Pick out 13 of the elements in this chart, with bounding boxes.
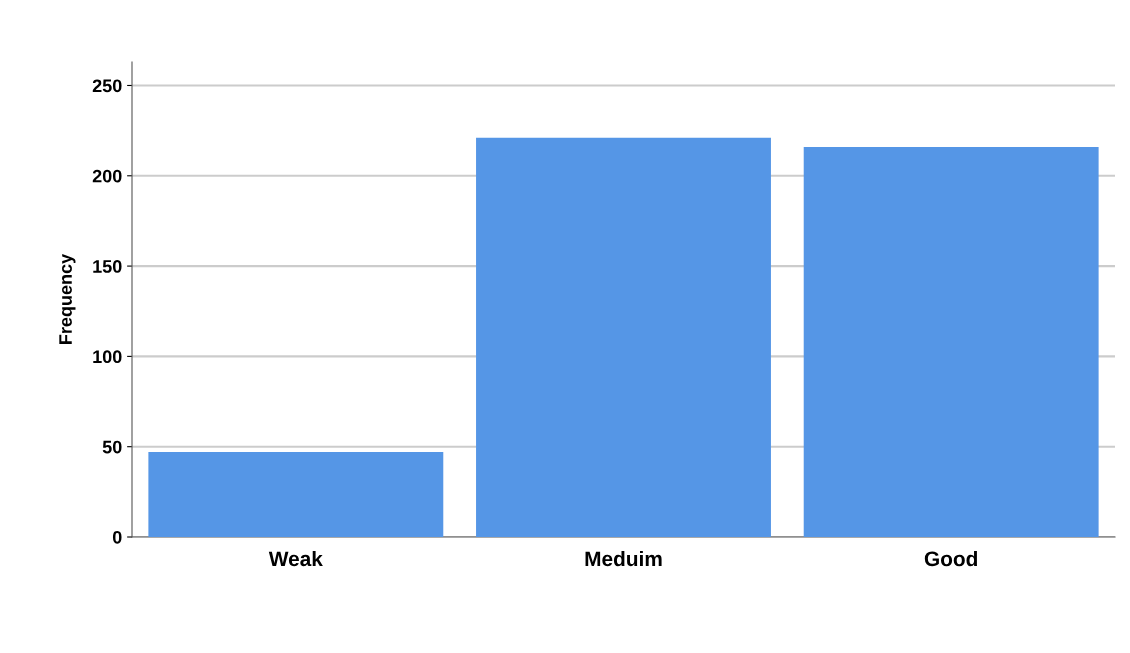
x-tick-label: Good (924, 550, 977, 567)
bar (148, 452, 444, 537)
y-tick-label: 0 (112, 530, 122, 544)
y-tick-label: 200 (92, 169, 122, 183)
y-tick-label: 50 (102, 440, 122, 454)
x-tick-label: Meduim (585, 550, 662, 567)
bar (803, 146, 1099, 537)
y-tick-label: 250 (92, 79, 122, 93)
y-axis-title: Frequency (59, 253, 76, 344)
y-tick-label: 150 (93, 260, 122, 273)
bar (476, 137, 771, 537)
y-tick-label: 100 (93, 350, 122, 364)
x-tick-label: Weak (268, 550, 323, 567)
